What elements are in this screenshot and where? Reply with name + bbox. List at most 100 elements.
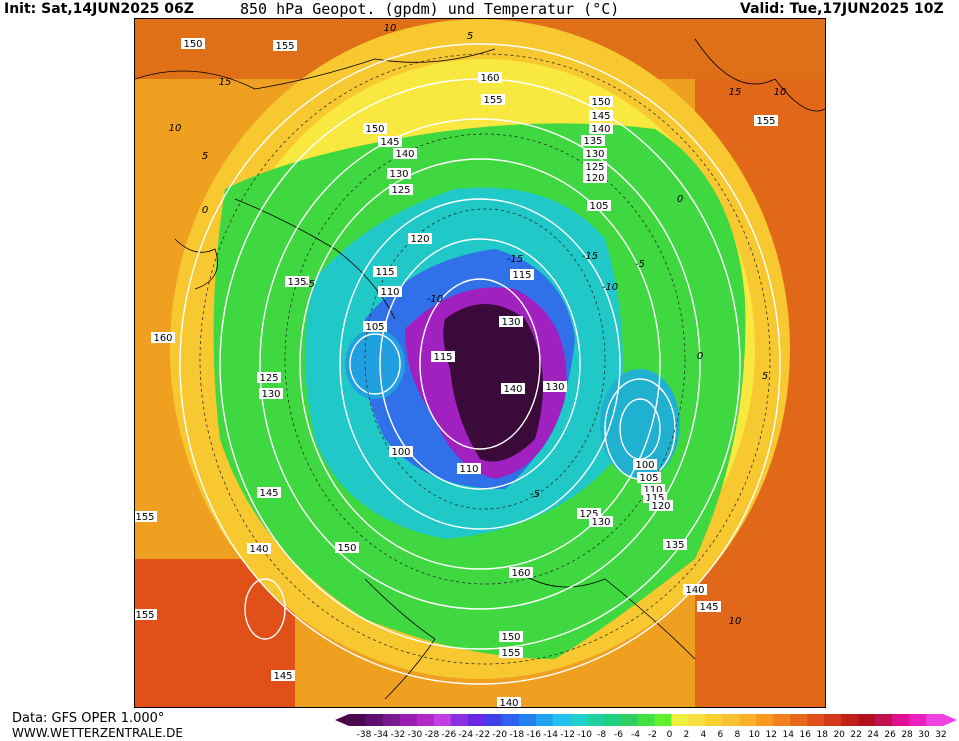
svg-text:120: 120 [410,234,429,245]
chart-title: 850 hPa Geopot. (gpdm) und Temperatur (°… [240,0,620,18]
temperature-label: -10 [427,294,443,305]
svg-text:150: 150 [337,543,356,554]
height-label: 160 [151,332,175,344]
data-source: Data: GFS OPER 1.000° [12,711,165,726]
svg-text:145: 145 [591,111,610,122]
svg-text:115: 115 [433,352,452,363]
legend-swatch [671,714,689,726]
legend-tick-label: 28 [901,730,913,740]
legend-swatch [603,714,622,726]
svg-text:135: 135 [583,136,602,147]
height-label: 115 [643,492,667,504]
legend-swatch [654,714,672,726]
cold-pool-west [345,329,405,399]
legend-tick-label: -20 [492,730,507,740]
height-label: 140 [497,697,521,707]
svg-text:130: 130 [591,517,610,528]
svg-text:155: 155 [756,116,775,127]
height-label: 135 [285,276,309,288]
temperature-label: 5 [762,371,768,382]
height-label: 110 [457,463,481,475]
height-label: 155 [135,511,157,523]
height-label: 115 [431,351,455,363]
svg-text:150: 150 [501,632,520,643]
legend-tick-label: -22 [475,730,490,740]
legend-tick-label: 26 [884,730,896,740]
legend-tick-label: 24 [867,730,879,740]
legend-swatch [773,714,791,726]
legend-swatch [926,714,944,726]
height-label: 130 [589,516,613,528]
temperature-label: 5 [202,151,208,162]
legend-tick-label: -8 [597,730,606,740]
temperature-legend: -38 -34 -32 -30 -28 -26 -24 -22 -20 -18 -16 -14 -12-… [335,714,957,740]
svg-text:105: 105 [589,201,608,212]
legend-swatch [349,714,367,726]
temperature-label: 5 [467,31,473,42]
svg-text:100: 100 [391,447,410,458]
svg-text:150: 150 [591,97,610,108]
svg-text:125: 125 [259,373,278,384]
legend-tick-label: -28 [425,730,440,740]
svg-text:140: 140 [249,544,268,555]
svg-text:125: 125 [391,185,410,196]
legend-swatch [569,714,588,726]
legend-swatch [467,714,486,726]
height-label: 125 [257,372,281,384]
svg-text:130: 130 [261,389,280,400]
height-label: 145 [271,670,295,682]
temperature-label: -5 [305,279,315,290]
legend-swatch [552,714,571,726]
legend-tick-label: -2 [648,730,657,740]
height-label: 130 [259,388,283,400]
legend-tick-label: -4 [631,730,640,740]
height-label: 120 [583,172,607,184]
height-label: 150 [363,123,387,135]
height-label: 110 [641,484,665,496]
svg-text:105: 105 [365,322,384,333]
temperature-label: 10 [169,123,182,134]
height-label: 105 [363,321,387,333]
height-label: 160 [509,567,533,579]
legend-swatch [688,714,706,726]
svg-text:115: 115 [512,270,531,281]
legend-swatch [620,714,639,726]
svg-text:145: 145 [380,137,399,148]
init-time: Init: Sat,14JUN2025 06Z [4,1,194,17]
svg-text:130: 130 [585,149,604,160]
svg-text:160: 160 [480,73,499,84]
height-label: 160 [478,72,502,84]
height-label: 115 [510,269,534,281]
legend-swatch [739,714,757,726]
svg-text:140: 140 [499,698,518,707]
svg-text:155: 155 [275,41,294,52]
height-label: 155 [273,40,297,52]
height-label: 130 [543,381,567,393]
svg-text:115: 115 [375,267,394,278]
height-label: 155 [481,94,505,106]
svg-text:120: 120 [651,501,670,512]
height-label: 105 [637,472,661,484]
svg-text:125: 125 [585,162,604,173]
svg-text:145: 145 [273,671,292,682]
height-label: 150 [589,96,613,108]
svg-text:110: 110 [459,464,478,475]
svg-text:155: 155 [501,648,520,659]
legend-tick-label: -32 [391,730,406,740]
svg-text:105: 105 [639,473,658,484]
height-label: 145 [589,110,613,122]
height-label: 145 [378,136,402,148]
svg-text:150: 150 [365,124,384,135]
legend-tick-label: -6 [614,730,623,740]
svg-text:110: 110 [380,287,399,298]
legend-tick-label: 2 [684,730,690,740]
height-label: 150 [499,631,523,643]
legend-tick-label: 0 [667,730,673,740]
height-label: 125 [389,184,413,196]
isotherms [199,53,771,665]
temperature-label: -10 [602,282,618,293]
svg-text:160: 160 [511,568,530,579]
legend-swatch [535,714,554,726]
legend-swatch [705,714,723,726]
